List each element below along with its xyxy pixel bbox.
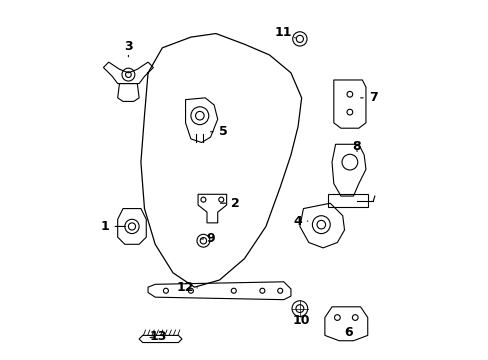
Text: 11: 11: [274, 26, 295, 39]
Text: 5: 5: [210, 125, 227, 138]
Text: 12: 12: [177, 282, 197, 294]
Text: 2: 2: [220, 197, 240, 210]
Text: 13: 13: [149, 330, 166, 343]
Text: 9: 9: [201, 233, 214, 246]
Text: 8: 8: [352, 140, 361, 153]
Text: 6: 6: [343, 327, 352, 339]
Text: 4: 4: [292, 215, 307, 228]
Text: 3: 3: [124, 40, 132, 57]
Text: 7: 7: [360, 91, 377, 104]
Text: 10: 10: [292, 314, 309, 327]
Text: 1: 1: [101, 220, 125, 233]
